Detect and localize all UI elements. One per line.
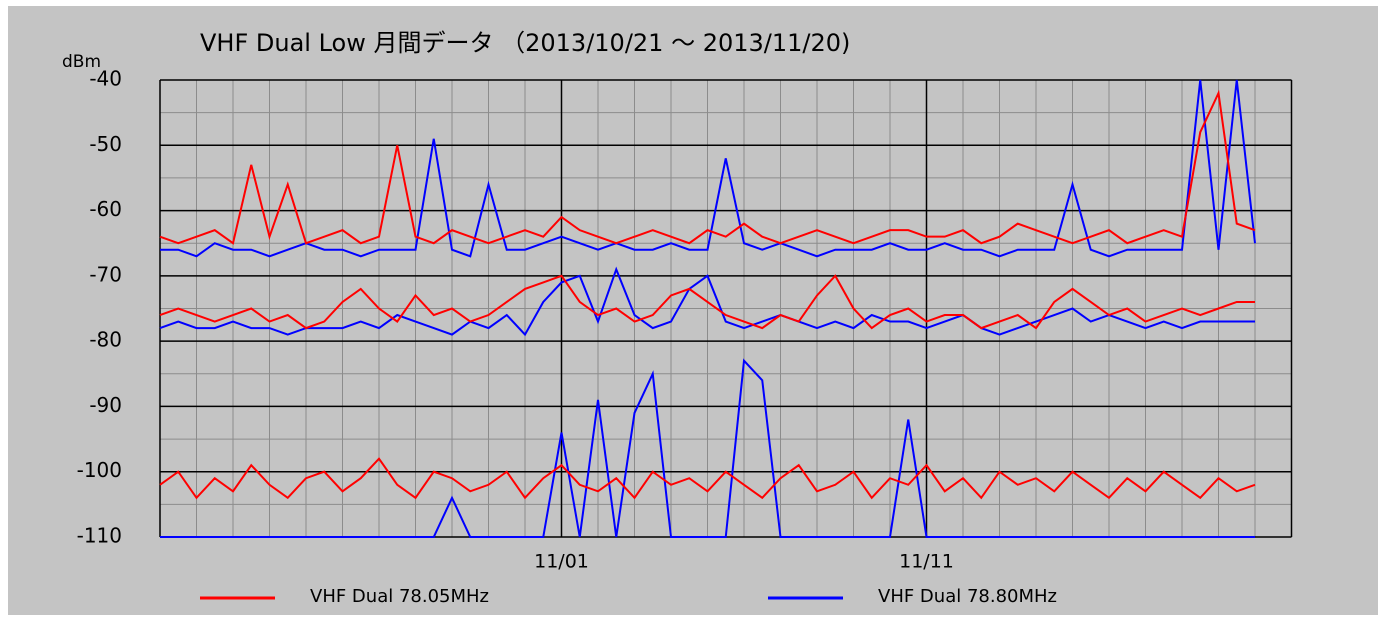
legend-label: VHF Dual 78.05MHz [310,586,489,607]
series-line [159,89,1256,245]
series-line [160,358,1255,538]
y-tick-label: -40 [89,67,122,91]
y-tick-label: -70 [89,262,122,286]
background [8,6,1378,615]
legend-label: VHF Dual 78.80MHz [878,586,1057,607]
y-tick-label: -110 [77,524,122,548]
y-tick-label: -60 [89,197,122,221]
series-line [159,457,1256,500]
y-tick-label: -90 [89,393,122,417]
series-line [160,79,1256,258]
y-tick-label: -80 [89,328,122,352]
chart-title: VHF Dual Low 月間データ （2013/10/21 ～ 2013/11… [200,29,850,57]
series-line [159,274,1255,330]
y-tick-label: -100 [77,458,122,482]
y-axis-label: dBm [62,52,101,72]
x-tick-label: 11/11 [899,551,954,573]
series-line [159,266,1255,337]
y-tick-label: -50 [89,132,122,156]
x-tick-label: 11/01 [534,551,589,573]
